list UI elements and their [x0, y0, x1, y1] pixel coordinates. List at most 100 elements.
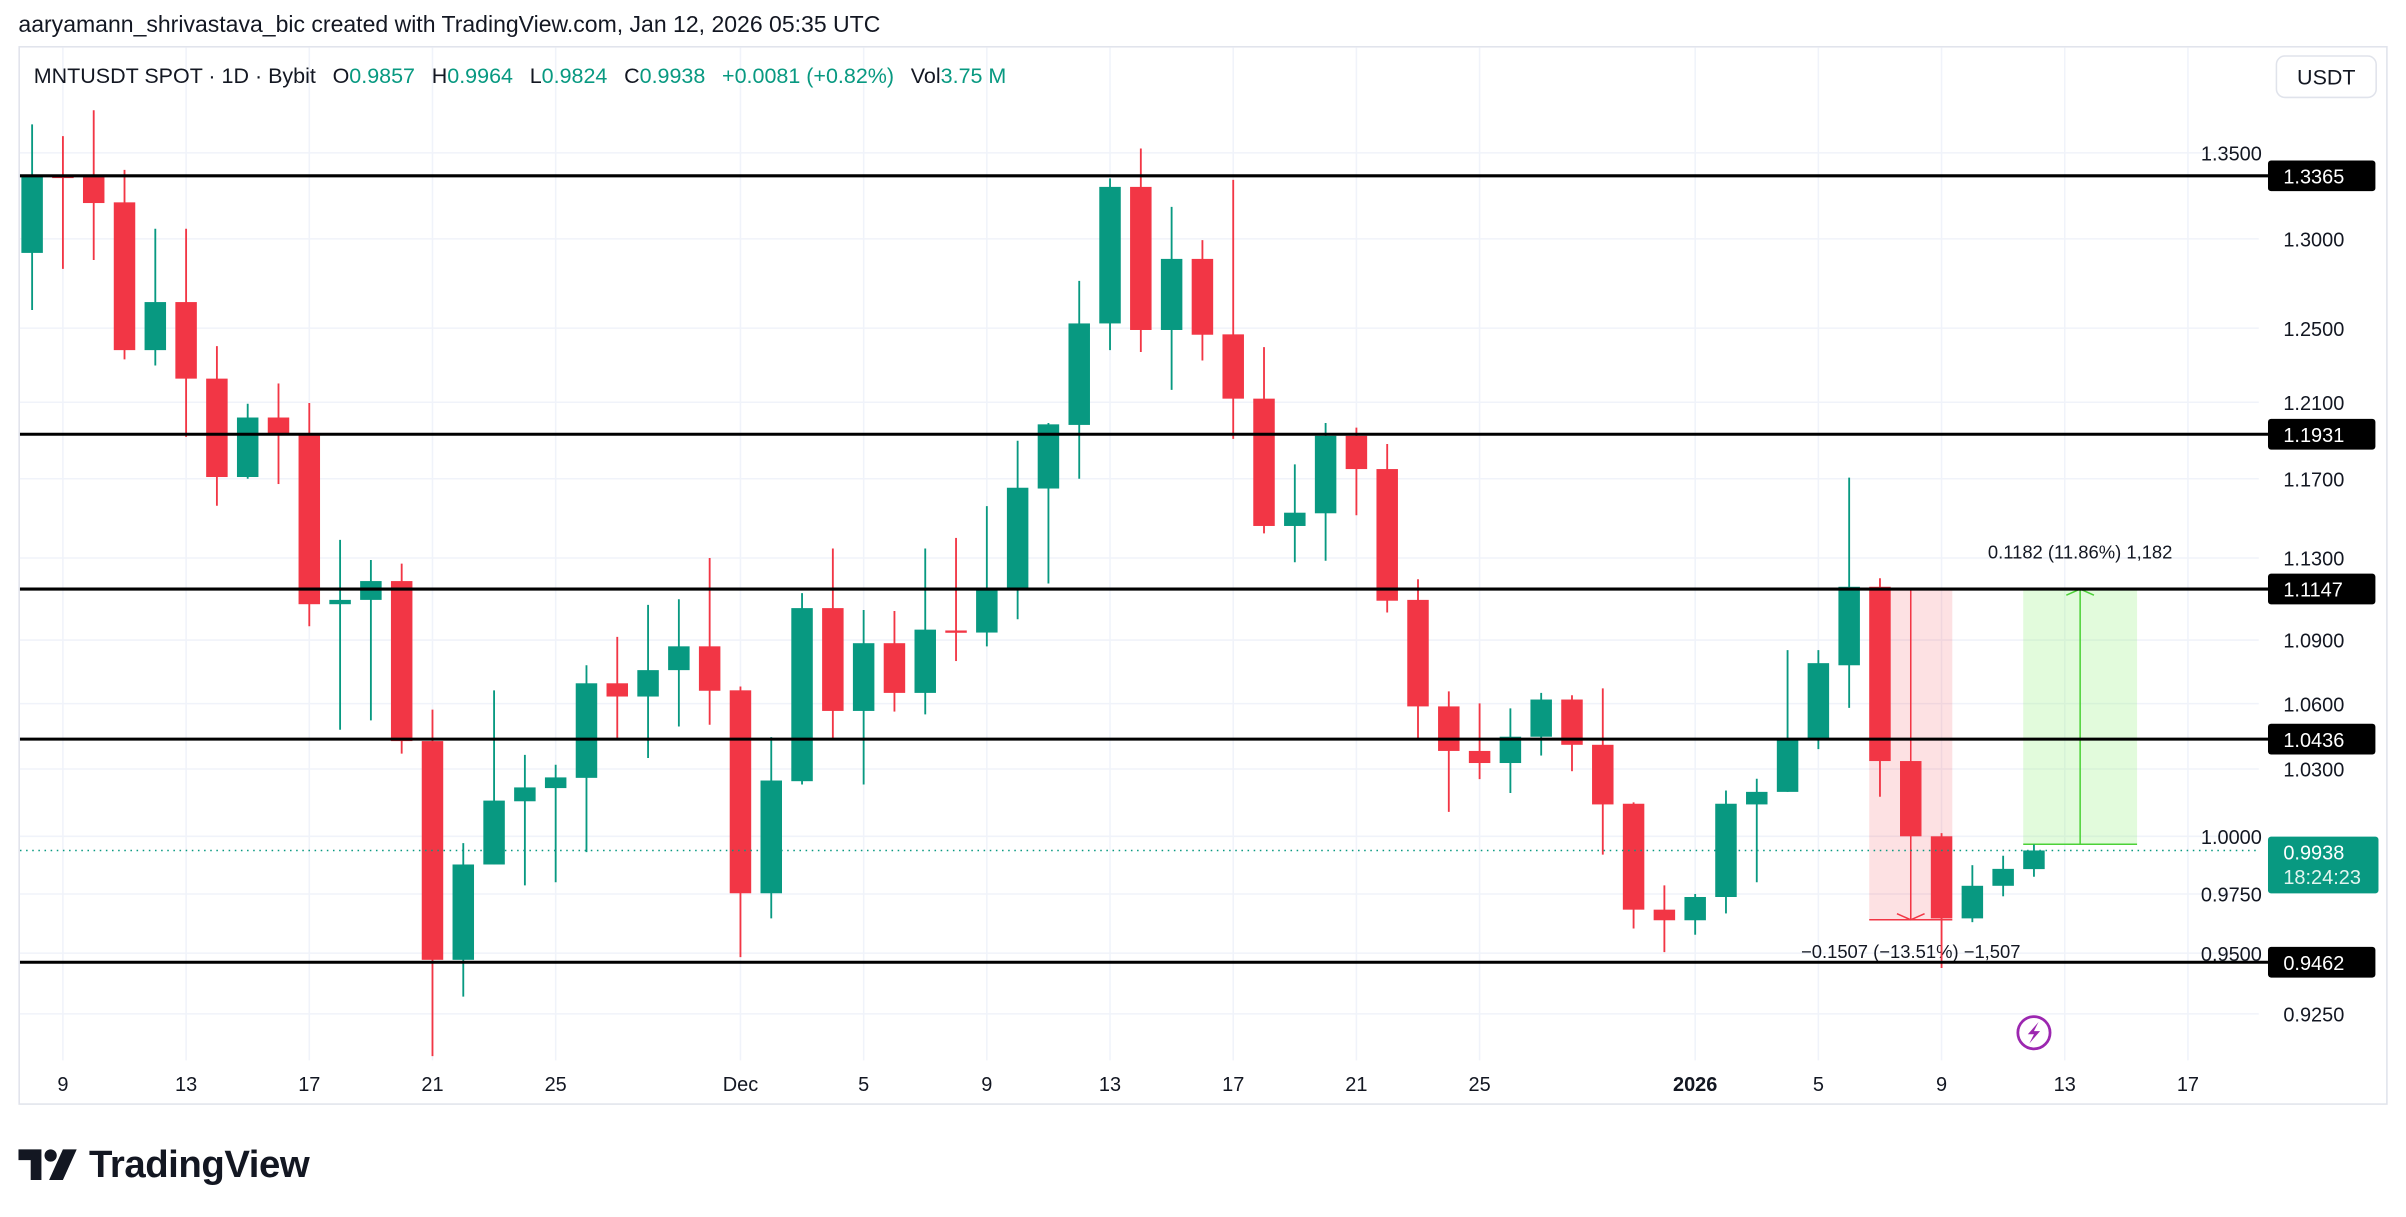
- level-price-tag: [2267, 723, 2376, 755]
- candle-body[interactable]: [144, 302, 167, 351]
- candle-body[interactable]: [1499, 736, 1522, 764]
- candle-body[interactable]: [514, 787, 536, 802]
- candle-body[interactable]: [1776, 739, 1799, 792]
- candle-body[interactable]: [1006, 487, 1029, 591]
- candle-body[interactable]: [668, 646, 690, 671]
- candle-body[interactable]: [1746, 791, 1768, 805]
- candle-body[interactable]: [637, 670, 659, 697]
- candle-body[interactable]: [1992, 868, 2014, 886]
- symbol-legend: MNTUSDT SPOT · 1D · Bybit O0.9857 H0.996…: [34, 63, 1007, 88]
- candle-body[interactable]: [976, 590, 998, 633]
- candle-body[interactable]: [822, 608, 844, 711]
- date-tick-label: 25: [1469, 1074, 1491, 1096]
- candle-body[interactable]: [1869, 586, 1891, 762]
- candle-body[interactable]: [1653, 909, 1676, 921]
- candle-body[interactable]: [760, 780, 782, 894]
- currency-button[interactable]: USDT: [2275, 55, 2377, 99]
- candle-body[interactable]: [1284, 512, 1306, 526]
- open-label: O: [332, 62, 350, 88]
- candle-body[interactable]: [1530, 699, 1552, 737]
- plot-area: −0.1507 (−13.51%) −1,507 0.1182 (11.86%) …: [19, 110, 2259, 1057]
- price-tick-label: 1.2100: [2283, 393, 2344, 415]
- level-price-label: 1.0436: [2283, 730, 2344, 752]
- low-label: L: [529, 62, 542, 88]
- candle-body[interactable]: [729, 690, 752, 894]
- candle-body[interactable]: [1622, 803, 1645, 910]
- candle-body[interactable]: [390, 581, 413, 742]
- candle-body[interactable]: [82, 175, 105, 204]
- level-price-tag: [2267, 418, 2376, 450]
- candle-body[interactable]: [298, 433, 321, 605]
- candle-body[interactable]: [1160, 258, 1183, 330]
- candle-body[interactable]: [1838, 586, 1860, 666]
- high-label: H: [431, 62, 448, 88]
- candle-body[interactable]: [175, 302, 197, 379]
- candle-body[interactable]: [452, 864, 475, 960]
- candle-body[interactable]: [575, 683, 598, 778]
- candle-body[interactable]: [1807, 663, 1830, 740]
- date-tick-label: 9: [981, 1074, 992, 1096]
- candle-body[interactable]: [267, 417, 290, 434]
- candle-body[interactable]: [1468, 750, 1491, 764]
- candle-body[interactable]: [2023, 850, 2045, 870]
- candle-body[interactable]: [852, 643, 875, 711]
- chart-panel[interactable]: [18, 46, 2388, 1105]
- candle-body[interactable]: [1037, 424, 1060, 489]
- candle-body[interactable]: [206, 378, 228, 478]
- lightning-alert-icon[interactable]: [2016, 1015, 2052, 1051]
- symbol-title[interactable]: MNTUSDT SPOT · 1D · Bybit: [33, 62, 316, 88]
- candle-body[interactable]: [113, 202, 136, 351]
- candle-body[interactable]: [1715, 803, 1737, 897]
- candle-body[interactable]: [1191, 258, 1214, 335]
- open-value: 0.9857: [349, 62, 416, 88]
- candle-body[interactable]: [1314, 435, 1337, 514]
- candle-body[interactable]: [1222, 334, 1244, 399]
- price-tick-label: 1.0000: [2201, 827, 2262, 849]
- candle-body[interactable]: [1684, 896, 1706, 921]
- change-value: +0.0081 (+0.82%): [722, 62, 895, 88]
- high-value: 0.9964: [447, 62, 513, 88]
- candle-body[interactable]: [1345, 435, 1368, 470]
- candle-body[interactable]: [945, 630, 967, 633]
- date-tick-label: 17: [1222, 1074, 1244, 1096]
- date-tick-label: 13: [2054, 1074, 2076, 1096]
- candle-body[interactable]: [1253, 398, 1275, 526]
- candle-body[interactable]: [483, 800, 505, 865]
- candle-body[interactable]: [1068, 323, 1090, 425]
- price-tick-label: 0.9750: [2201, 885, 2262, 907]
- candle-body[interactable]: [1900, 761, 1922, 837]
- candle-body[interactable]: [1961, 885, 1984, 919]
- candle-body[interactable]: [1376, 469, 1398, 601]
- candle-body[interactable]: [1407, 599, 1429, 707]
- date-tick-label: 2026: [1673, 1074, 1717, 1096]
- volume-label: Vol: [910, 62, 941, 88]
- time-axis[interactable]: 9 13 17 21 25 Dec 5 9 13 17 21 25 2026 5 9 13 17: [57, 1074, 2199, 1096]
- range-measurement-label: −0.1507 (−13.51%) −1,507: [1801, 941, 2021, 962]
- level-price-tag: [2267, 160, 2376, 192]
- date-tick-label: 9: [1936, 1074, 1947, 1096]
- candle-body[interactable]: [1930, 836, 1953, 919]
- candle-body[interactable]: [606, 683, 629, 697]
- tradingview-logo[interactable]: TradingView: [18, 1142, 310, 1188]
- date-tick-label: 17: [298, 1074, 320, 1096]
- last-price-tag: [2267, 836, 2379, 894]
- candle-body[interactable]: [883, 643, 906, 693]
- candle-body[interactable]: [236, 417, 259, 478]
- candle-body[interactable]: [698, 646, 721, 691]
- candle-body[interactable]: [914, 629, 936, 693]
- candle-body[interactable]: [1130, 186, 1152, 330]
- candle-body[interactable]: [21, 175, 43, 253]
- close-label: C: [624, 62, 640, 88]
- price-axis[interactable]: 1.3500 1.3000 1.2500 1.2100 1.1700 1.1300 1.09…: [2201, 144, 2379, 1027]
- candle-body[interactable]: [791, 608, 813, 782]
- candle-body[interactable]: [329, 599, 351, 605]
- candle-body[interactable]: [1099, 186, 1121, 324]
- candle-body[interactable]: [1438, 706, 1460, 751]
- arrow-down-icon: [1896, 912, 1925, 921]
- candle-body[interactable]: [544, 777, 567, 789]
- candle-body[interactable]: [1561, 699, 1583, 745]
- candle-body[interactable]: [1592, 744, 1614, 805]
- date-tick-label: 5: [858, 1074, 869, 1096]
